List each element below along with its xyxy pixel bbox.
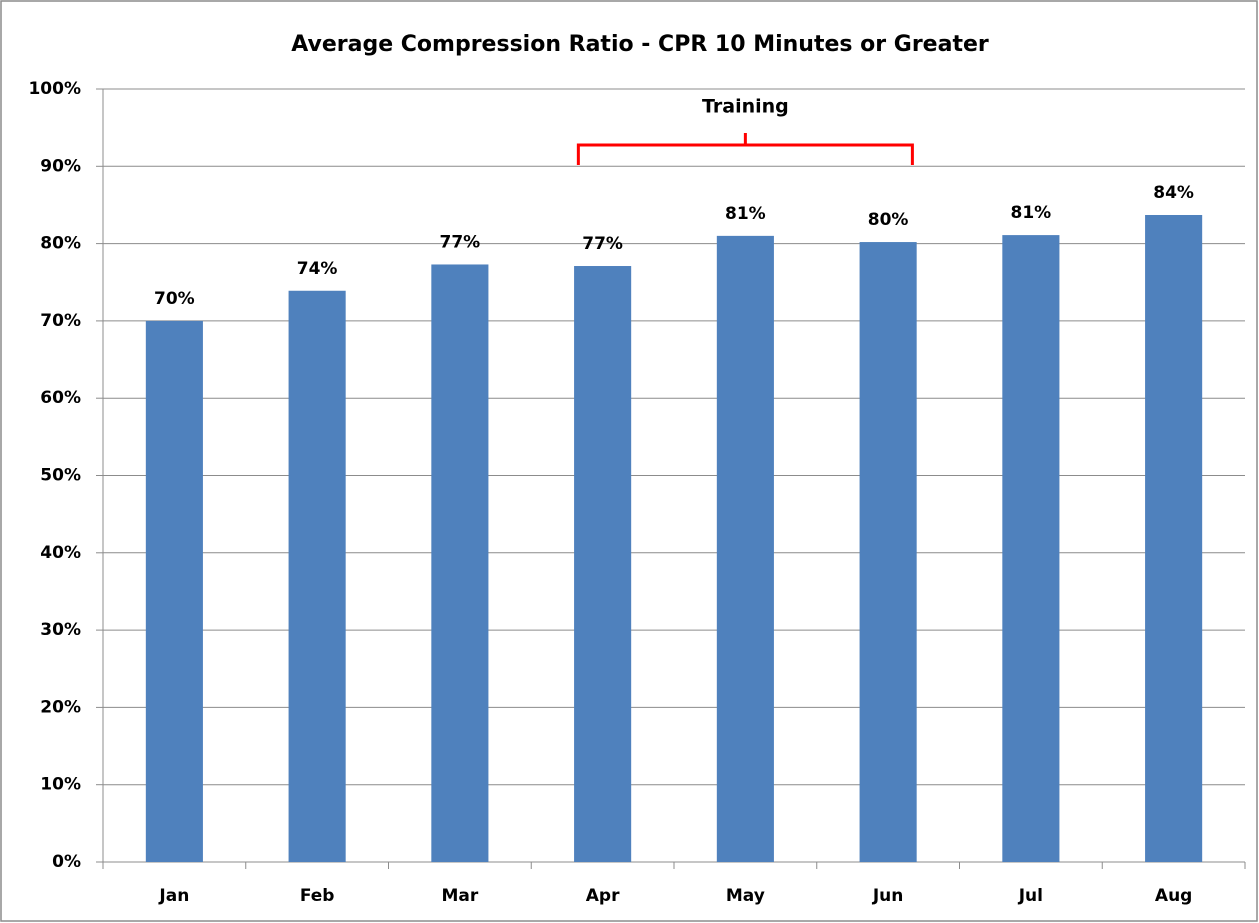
y-tick-label: 90%: [40, 156, 81, 176]
data-label: 80%: [868, 210, 909, 230]
data-label: 81%: [725, 204, 766, 224]
y-tick-label: 40%: [40, 543, 81, 563]
x-tick-label: May: [726, 886, 765, 906]
y-tick-label: 10%: [40, 775, 81, 795]
x-tick-label: Jun: [872, 886, 904, 906]
data-label: 74%: [297, 259, 338, 279]
data-label: 70%: [154, 289, 195, 309]
y-tick-label: 60%: [40, 388, 81, 408]
x-tick-label: Feb: [300, 886, 335, 906]
bar: [859, 242, 917, 862]
data-label: 84%: [1153, 183, 1194, 203]
bar: [431, 264, 489, 862]
data-label: 81%: [1011, 203, 1052, 223]
annotation-text: Training: [702, 96, 789, 118]
x-tick-label: Aug: [1155, 886, 1192, 906]
y-tick-label: 30%: [40, 620, 81, 640]
x-tick-label: Jul: [1018, 886, 1043, 906]
bar: [1002, 235, 1060, 863]
y-tick-label: 80%: [40, 234, 81, 254]
bar: [574, 266, 632, 863]
bar: [1145, 214, 1203, 862]
bar: [145, 320, 203, 862]
chart-title: Average Compression Ratio - CPR 10 Minut…: [291, 32, 989, 57]
x-tick-label: Jan: [158, 886, 189, 906]
bar: [288, 290, 346, 862]
annotation-bracket: [576, 133, 914, 165]
x-tick-label: Apr: [586, 886, 620, 906]
y-tick-label: 50%: [40, 466, 81, 486]
y-tick-label: 70%: [40, 311, 81, 331]
y-tick-label: 0%: [52, 852, 81, 872]
x-tick-label: Mar: [441, 886, 478, 906]
data-label: 77%: [440, 232, 481, 252]
data-label: 77%: [582, 234, 623, 254]
bar: [716, 235, 774, 862]
y-tick-label: 20%: [40, 697, 81, 717]
y-tick-label: 100%: [28, 79, 81, 99]
